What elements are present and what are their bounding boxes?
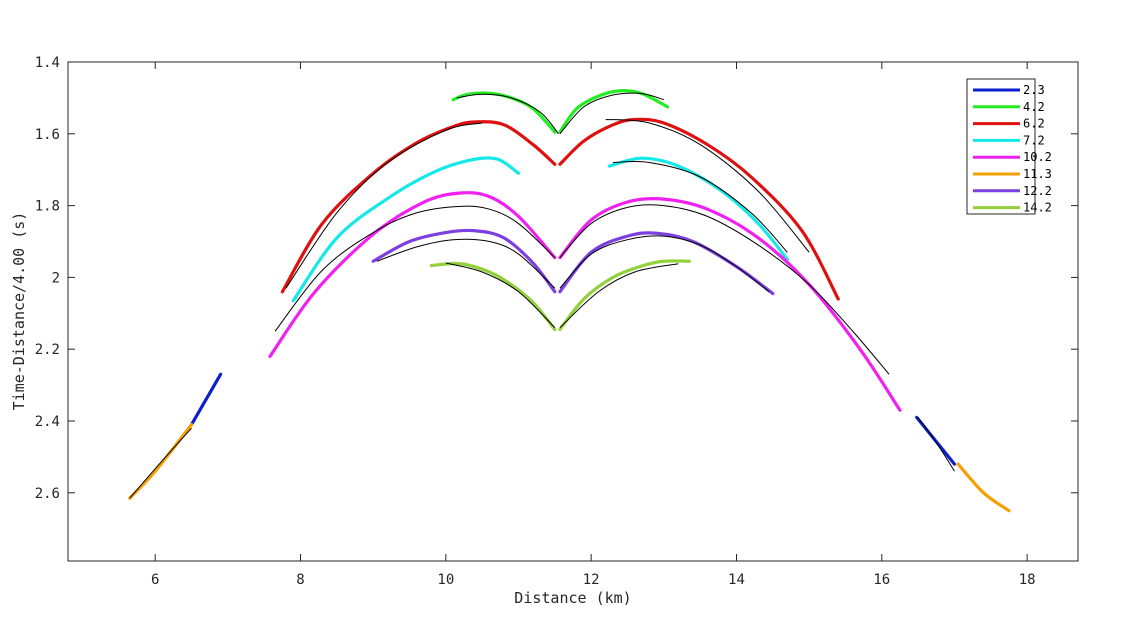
series-6-2-segment-1	[280, 120, 557, 294]
x-tick-label: 6	[151, 572, 159, 588]
x-tick-label: 10	[437, 572, 454, 588]
series-11-3-segment-2	[956, 462, 1011, 513]
series-6-2-segment-2	[558, 117, 840, 301]
series-10-2-segment-2	[558, 196, 902, 412]
series-4-2-segment-1	[451, 91, 557, 134]
fit-curve-9	[285, 122, 483, 289]
x-tick-label: 12	[583, 572, 600, 588]
x-tick-label: 16	[873, 572, 890, 588]
legend-label-2-3: 2.3	[1023, 83, 1045, 97]
legend-label-14-2: 14.2	[1023, 201, 1052, 215]
y-tick-label: 1.6	[35, 127, 60, 143]
fit-curve-1	[274, 205, 556, 332]
fit-curve-3	[376, 238, 556, 289]
x-tick-label: 14	[728, 572, 745, 588]
fit-curve-5	[445, 262, 556, 329]
y-tick-label: 2.2	[35, 342, 60, 358]
series-4-2-segment-2	[558, 89, 670, 134]
series-2-3-segment-1	[189, 372, 223, 427]
fit-curve-8	[559, 92, 664, 135]
fit-curve-11	[612, 160, 788, 253]
y-tick-label: 1.4	[35, 55, 60, 71]
fit-curve-10	[605, 118, 810, 253]
fit-curve-2	[559, 204, 890, 375]
series-10-2-segment-1	[268, 191, 557, 358]
fit-curve-4	[559, 235, 770, 293]
y-tick-label: 2.4	[35, 414, 60, 430]
y-axis-ticks: 1.4 1.6 1.8 2 2.2 2.4 2.6	[35, 55, 1078, 502]
fit-curve-7	[456, 93, 559, 135]
fit-curve-12	[917, 417, 955, 472]
legend-label-10-2: 10.2	[1023, 150, 1052, 164]
legend-label-7-2: 7.2	[1023, 133, 1045, 147]
legend-label-12-2: 12.2	[1023, 184, 1052, 198]
x-axis-ticks: 6 8 10 12 14 16 18	[151, 62, 1036, 588]
y-tick-label: 2.6	[35, 486, 60, 502]
y-tick-label: 1.8	[35, 199, 60, 215]
fit-curves-layer	[129, 92, 955, 499]
fit-curve-13	[129, 427, 192, 499]
series-14-2-segment-1	[429, 261, 557, 332]
series-14-2-segment-2	[558, 259, 691, 332]
y-axis-label: Time-Distance/4.00 (s)	[10, 212, 28, 411]
y-tick-label: 2	[52, 270, 60, 286]
x-axis-label: Distance (km)	[514, 589, 631, 607]
x-tick-label: 18	[1019, 572, 1036, 588]
legend-label-11-3: 11.3	[1023, 167, 1052, 181]
series-12-2-segment-1	[371, 228, 557, 294]
legend-label-6-2: 6.2	[1023, 117, 1045, 131]
fit-curve-6	[559, 263, 679, 329]
series-11-3-segment-1	[128, 422, 194, 500]
series-7-2-segment-1	[291, 156, 521, 303]
x-tick-label: 8	[296, 572, 304, 588]
legend: 2.3 4.2 6.2 7.2 10.2 11.3 12.2 14.2	[966, 78, 1052, 215]
series-layer	[128, 89, 1011, 513]
legend-label-4-2: 4.2	[1023, 100, 1045, 114]
